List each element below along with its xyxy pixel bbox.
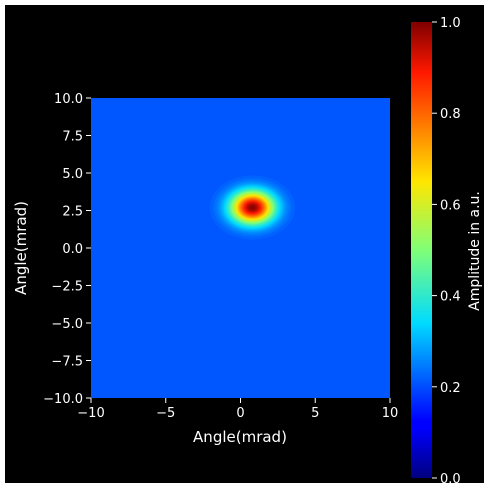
y-tick-label: 7.5 bbox=[62, 130, 83, 145]
colorbar-gradient bbox=[411, 22, 432, 478]
x-axis-label: Angle(mrad) bbox=[193, 428, 287, 446]
colorbar-tick-label: 1.0 bbox=[440, 16, 461, 31]
plot-background bbox=[91, 98, 390, 398]
colorbar-tick-label: 0.6 bbox=[440, 198, 461, 213]
x-tick-label: 10 bbox=[382, 406, 399, 421]
x-axis: −10 −5 0 5 10 bbox=[77, 398, 398, 421]
y-tick-label: 5.0 bbox=[62, 167, 83, 182]
y-tick-label: −5.0 bbox=[51, 317, 83, 332]
heat-contour-level bbox=[249, 205, 256, 210]
x-tick-label: 0 bbox=[236, 406, 244, 421]
y-tick-label: 0.0 bbox=[62, 242, 83, 257]
y-tick-label: −2.5 bbox=[51, 280, 83, 295]
y-tick-label: 10.0 bbox=[54, 92, 83, 107]
x-tick-label: −5 bbox=[156, 406, 175, 421]
colorbar-tick-label: 0.4 bbox=[440, 290, 461, 305]
plot-area bbox=[91, 98, 390, 398]
y-tick-label: 2.5 bbox=[62, 205, 83, 220]
y-axis: 10.0 7.5 5.0 2.5 0.0 −2.5 −5.0 −7.5 −10.0 bbox=[43, 92, 91, 407]
colorbar-tick-label: 0.2 bbox=[440, 381, 461, 396]
colorbar-tick-label: 0.8 bbox=[440, 107, 461, 122]
y-tick-label: −7.5 bbox=[51, 355, 83, 370]
colorbar-tick-label: 0.0 bbox=[440, 472, 461, 487]
colorbar: 0.0 0.2 0.4 0.6 0.8 1.0 Amplitude in a.u. bbox=[411, 16, 483, 487]
x-tick-label: 5 bbox=[311, 406, 319, 421]
y-axis-label: Angle(mrad) bbox=[12, 201, 30, 295]
y-tick-label: −10.0 bbox=[43, 392, 83, 407]
colorbar-label: Amplitude in a.u. bbox=[467, 191, 483, 311]
x-tick-label: −10 bbox=[77, 406, 104, 421]
